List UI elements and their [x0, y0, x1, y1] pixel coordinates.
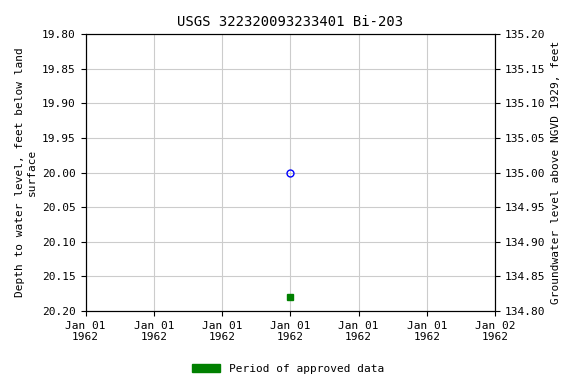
Legend: Period of approved data: Period of approved data — [188, 359, 388, 379]
Y-axis label: Depth to water level, feet below land
surface: Depth to water level, feet below land su… — [15, 48, 37, 298]
Y-axis label: Groundwater level above NGVD 1929, feet: Groundwater level above NGVD 1929, feet — [551, 41, 561, 304]
Title: USGS 322320093233401 Bi-203: USGS 322320093233401 Bi-203 — [177, 15, 403, 29]
